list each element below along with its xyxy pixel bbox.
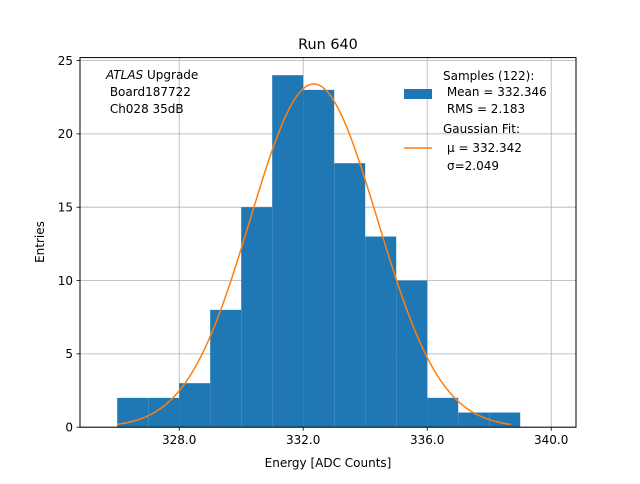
y-tick-label: 20 — [58, 127, 73, 141]
chart-title: Run 640 — [298, 37, 358, 53]
x-axis-label: Energy [ADC Counts] — [265, 456, 392, 470]
y-tick-label: 0 — [65, 421, 73, 435]
x-tick-label: 332.0 — [286, 433, 320, 447]
histogram-bar — [210, 309, 242, 428]
y-axis-ticks: 0 5 10 15 20 25 — [58, 54, 80, 435]
histogram-bar — [334, 163, 366, 428]
histogram-bar — [303, 89, 335, 428]
histogram-bar — [427, 397, 459, 428]
legend-fit-line-2: μ = 332.342 — [447, 141, 522, 155]
histogram-bar — [272, 75, 304, 428]
y-tick-label: 15 — [58, 201, 73, 215]
plot-frame — [79, 57, 577, 428]
legend-samples-line-3: RMS = 2.183 — [443, 102, 525, 116]
x-tick-label: 340.0 — [534, 433, 568, 447]
histogram-bar — [179, 383, 211, 428]
y-tick-label: 10 — [58, 274, 73, 288]
histogram-bar — [117, 397, 149, 428]
legend-fit-line-3: σ=2.049 — [447, 159, 499, 173]
x-tick-label: 328.0 — [162, 433, 196, 447]
histogram-bar — [241, 207, 273, 428]
annotation-atlas: ATLAS — [105, 68, 144, 82]
histogram-bar — [396, 280, 428, 428]
x-axis-ticks: 328.0 332.0 336.0 340.0 — [162, 427, 568, 447]
legend-samples-swatch — [404, 89, 432, 99]
annotation-line-1: ATLAS Upgrade — [105, 68, 198, 82]
fit-layer — [117, 83, 512, 426]
histogram-bar — [458, 412, 490, 428]
legend-fit-line-1: Gaussian Fit: — [443, 122, 520, 136]
annotation-line-3: Ch028 35dB — [106, 102, 184, 116]
annotation-upgrade: Upgrade — [143, 68, 198, 82]
histogram-bar — [489, 412, 521, 428]
annotation-line-2: Board187722 — [106, 85, 191, 99]
legend-samples-line-2: Mean = 332.346 — [443, 85, 547, 99]
legend: Samples (122): Mean = 332.346 RMS = 2.18… — [404, 69, 547, 173]
y-tick-label: 5 — [65, 347, 73, 361]
y-tick-label: 25 — [58, 54, 73, 68]
legend-samples-line-1: Samples (122): — [443, 69, 534, 83]
atlas-annotation: ATLAS Upgrade Board187722 Ch028 35dB — [105, 68, 198, 116]
gaussian-fit-curve — [117, 83, 512, 426]
x-tick-label: 336.0 — [410, 433, 444, 447]
y-axis-label: Entries — [33, 221, 47, 263]
bars-layer — [117, 75, 521, 428]
histogram-bar — [365, 236, 397, 428]
